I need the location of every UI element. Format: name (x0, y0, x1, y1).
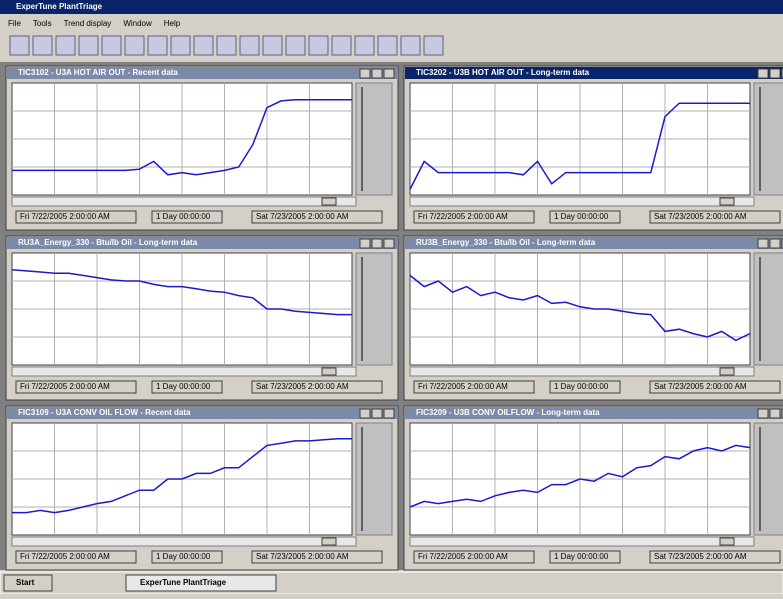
screen: ExperTune PlantTriage Start ExperTune Pl… (0, 0, 783, 594)
scroll-thumb[interactable] (322, 368, 336, 375)
time-label: Sat 7/23/2005 2:00:00 AM (256, 552, 349, 561)
toolbar-button[interactable] (309, 36, 328, 55)
window-button[interactable] (372, 69, 382, 78)
window-button[interactable] (758, 239, 768, 248)
scroll-thumb[interactable] (322, 538, 336, 545)
toolbar-button[interactable] (217, 36, 236, 55)
toolbar-button[interactable] (263, 36, 282, 55)
panel-title: TIC3102 - U3A HOT AIR OUT - Recent data (18, 68, 178, 77)
scroll-thumb[interactable] (720, 368, 734, 375)
scroll-thumb[interactable] (720, 538, 734, 545)
menu-item[interactable]: Help (164, 19, 181, 28)
toolbar-button[interactable] (378, 36, 397, 55)
time-label: 1 Day 00:00:00 (156, 552, 211, 561)
toolbar-button[interactable] (194, 36, 213, 55)
toolbar-button[interactable] (102, 36, 121, 55)
window-button[interactable] (360, 69, 370, 78)
scroll-thumb[interactable] (720, 198, 734, 205)
panel-title: FIC3109 - U3A CONV OIL FLOW - Recent dat… (18, 408, 191, 417)
time-label: Sat 7/23/2005 2:00:00 AM (256, 382, 349, 391)
scrollbar[interactable] (410, 537, 754, 546)
menu-item[interactable]: File (8, 19, 21, 28)
menu-item[interactable]: Window (123, 19, 152, 28)
window-button[interactable] (384, 239, 394, 248)
toolbar-button[interactable] (148, 36, 167, 55)
window-button[interactable] (360, 409, 370, 418)
scrollbar[interactable] (12, 537, 356, 546)
scale-box (356, 83, 392, 195)
time-label: 1 Day 00:00:00 (554, 552, 609, 561)
toolbar-button[interactable] (355, 36, 374, 55)
window-button[interactable] (770, 409, 780, 418)
toolbar-button[interactable] (171, 36, 190, 55)
scale-box (754, 423, 783, 535)
app-title-bar (0, 0, 783, 14)
panel-title: TIC3202 - U3B HOT AIR OUT - Long-term da… (416, 68, 590, 77)
toolbar-button[interactable] (240, 36, 259, 55)
toolbar-button[interactable] (401, 36, 420, 55)
time-label: Fri 7/22/2005 2:00:00 AM (20, 212, 110, 221)
time-label: Fri 7/22/2005 2:00:00 AM (418, 212, 508, 221)
window-button[interactable] (770, 239, 780, 248)
time-label: Sat 7/23/2005 2:00:00 AM (256, 212, 349, 221)
scroll-thumb[interactable] (322, 198, 336, 205)
toolbar-button[interactable] (286, 36, 305, 55)
time-label: 1 Day 00:00:00 (156, 212, 211, 221)
menu-item[interactable]: Trend display (64, 19, 112, 28)
toolbar-button[interactable] (332, 36, 351, 55)
scrollbar[interactable] (410, 367, 754, 376)
panel-title: FIC3209 - U3B CONV OILFLOW - Long-term d… (416, 408, 600, 417)
window-button[interactable] (770, 69, 780, 78)
time-label: Sat 7/23/2005 2:00:00 AM (654, 212, 747, 221)
scale-box (356, 253, 392, 365)
toolbar-button[interactable] (125, 36, 144, 55)
scale-box (754, 83, 783, 195)
window-button[interactable] (758, 409, 768, 418)
time-label: Fri 7/22/2005 2:00:00 AM (418, 552, 508, 561)
panel-title: RU3A_Energy_330 - Btu/lb Oil - Long-term… (18, 238, 198, 247)
toolbar-button[interactable] (10, 36, 29, 55)
time-label: Fri 7/22/2005 2:00:00 AM (20, 552, 110, 561)
time-label: Fri 7/22/2005 2:00:00 AM (418, 382, 508, 391)
scrollbar[interactable] (12, 367, 356, 376)
time-label: Sat 7/23/2005 2:00:00 AM (654, 382, 747, 391)
window-button[interactable] (360, 239, 370, 248)
window-button[interactable] (384, 69, 394, 78)
window-button[interactable] (372, 409, 382, 418)
panel-title: RU3B_Energy_330 - Btu/lb Oil - Long-term… (416, 238, 596, 247)
scrollbar[interactable] (12, 197, 356, 206)
scale-box (356, 423, 392, 535)
menu-item[interactable]: Tools (33, 19, 52, 28)
toolbar-button[interactable] (424, 36, 443, 55)
window-button[interactable] (384, 409, 394, 418)
app-title: ExperTune PlantTriage (16, 2, 103, 11)
toolbar-button[interactable] (56, 36, 75, 55)
time-label: 1 Day 00:00:00 (554, 382, 609, 391)
time-label: 1 Day 00:00:00 (156, 382, 211, 391)
scale-box (754, 253, 783, 365)
time-label: Sat 7/23/2005 2:00:00 AM (654, 552, 747, 561)
scrollbar[interactable] (410, 197, 754, 206)
page: ExperTune PlantTriage Start ExperTune Pl… (0, 0, 783, 594)
time-label: Fri 7/22/2005 2:00:00 AM (20, 382, 110, 391)
window-button[interactable] (372, 239, 382, 248)
taskbar (0, 572, 783, 594)
time-label: 1 Day 00:00:00 (554, 212, 609, 221)
toolbar-button[interactable] (33, 36, 52, 55)
window-button[interactable] (758, 69, 768, 78)
task-label: ExperTune PlantTriage (140, 578, 227, 587)
toolbar-button[interactable] (79, 36, 98, 55)
start-label: Start (16, 578, 35, 587)
